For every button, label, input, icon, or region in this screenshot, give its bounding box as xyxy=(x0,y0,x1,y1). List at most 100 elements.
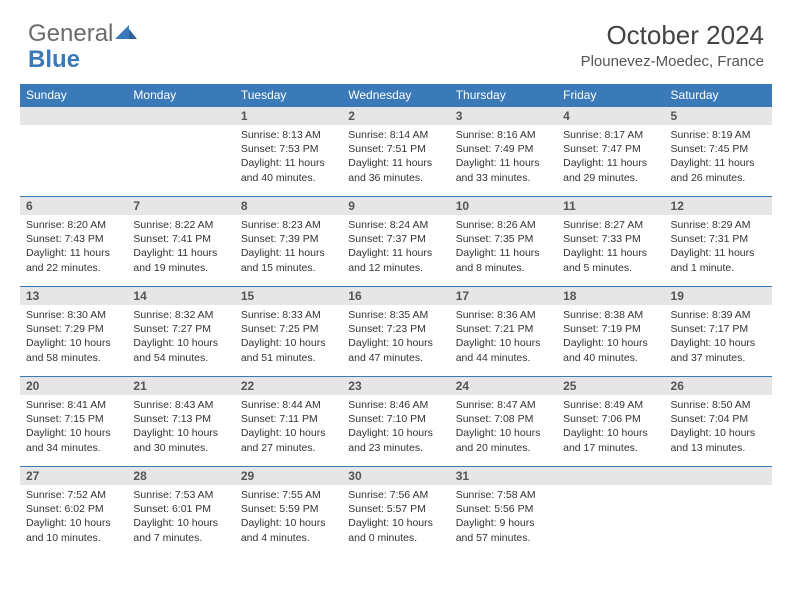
calendar-cell: 5Sunrise: 8:19 AMSunset: 7:45 PMDaylight… xyxy=(665,107,772,197)
day-info: Sunrise: 8:41 AMSunset: 7:15 PMDaylight:… xyxy=(20,395,127,459)
weekday-header: Wednesday xyxy=(342,84,449,107)
day-number: 10 xyxy=(450,197,557,215)
day-number: 4 xyxy=(557,107,664,125)
day-number: 29 xyxy=(235,467,342,485)
day-number-empty xyxy=(665,467,772,485)
calendar-cell: 25Sunrise: 8:49 AMSunset: 7:06 PMDayligh… xyxy=(557,377,664,467)
day-number: 5 xyxy=(665,107,772,125)
day-number: 8 xyxy=(235,197,342,215)
day-number: 19 xyxy=(665,287,772,305)
day-info: Sunrise: 8:13 AMSunset: 7:53 PMDaylight:… xyxy=(235,125,342,189)
day-info: Sunrise: 8:38 AMSunset: 7:19 PMDaylight:… xyxy=(557,305,664,369)
month-title: October 2024 xyxy=(581,20,764,51)
calendar-body: 1Sunrise: 8:13 AMSunset: 7:53 PMDaylight… xyxy=(20,107,772,557)
day-info: Sunrise: 8:23 AMSunset: 7:39 PMDaylight:… xyxy=(235,215,342,279)
day-info: Sunrise: 8:46 AMSunset: 7:10 PMDaylight:… xyxy=(342,395,449,459)
calendar-cell: 19Sunrise: 8:39 AMSunset: 7:17 PMDayligh… xyxy=(665,287,772,377)
day-number: 28 xyxy=(127,467,234,485)
day-number-empty xyxy=(127,107,234,125)
day-number: 22 xyxy=(235,377,342,395)
day-number: 17 xyxy=(450,287,557,305)
calendar-cell: 9Sunrise: 8:24 AMSunset: 7:37 PMDaylight… xyxy=(342,197,449,287)
day-info: Sunrise: 7:58 AMSunset: 5:56 PMDaylight:… xyxy=(450,485,557,549)
day-info: Sunrise: 8:32 AMSunset: 7:27 PMDaylight:… xyxy=(127,305,234,369)
calendar-cell: 28Sunrise: 7:53 AMSunset: 6:01 PMDayligh… xyxy=(127,467,234,557)
day-number: 20 xyxy=(20,377,127,395)
day-info: Sunrise: 8:43 AMSunset: 7:13 PMDaylight:… xyxy=(127,395,234,459)
logo: General xyxy=(28,20,137,48)
day-number-empty xyxy=(20,107,127,125)
logo-text-general: General xyxy=(28,20,113,48)
calendar-cell xyxy=(557,467,664,557)
day-info: Sunrise: 7:56 AMSunset: 5:57 PMDaylight:… xyxy=(342,485,449,549)
calendar-cell: 6Sunrise: 8:20 AMSunset: 7:43 PMDaylight… xyxy=(20,197,127,287)
calendar-cell: 14Sunrise: 8:32 AMSunset: 7:27 PMDayligh… xyxy=(127,287,234,377)
day-info: Sunrise: 8:27 AMSunset: 7:33 PMDaylight:… xyxy=(557,215,664,279)
day-info: Sunrise: 8:20 AMSunset: 7:43 PMDaylight:… xyxy=(20,215,127,279)
day-info: Sunrise: 8:49 AMSunset: 7:06 PMDaylight:… xyxy=(557,395,664,459)
day-number: 27 xyxy=(20,467,127,485)
day-number: 30 xyxy=(342,467,449,485)
day-info: Sunrise: 8:33 AMSunset: 7:25 PMDaylight:… xyxy=(235,305,342,369)
weekday-header: Friday xyxy=(557,84,664,107)
day-info: Sunrise: 7:55 AMSunset: 5:59 PMDaylight:… xyxy=(235,485,342,549)
day-number: 11 xyxy=(557,197,664,215)
calendar-cell: 1Sunrise: 8:13 AMSunset: 7:53 PMDaylight… xyxy=(235,107,342,197)
day-info: Sunrise: 8:24 AMSunset: 7:37 PMDaylight:… xyxy=(342,215,449,279)
calendar-cell: 23Sunrise: 8:46 AMSunset: 7:10 PMDayligh… xyxy=(342,377,449,467)
day-info: Sunrise: 8:39 AMSunset: 7:17 PMDaylight:… xyxy=(665,305,772,369)
day-number: 1 xyxy=(235,107,342,125)
calendar-cell: 4Sunrise: 8:17 AMSunset: 7:47 PMDaylight… xyxy=(557,107,664,197)
calendar-cell: 7Sunrise: 8:22 AMSunset: 7:41 PMDaylight… xyxy=(127,197,234,287)
calendar-cell: 31Sunrise: 7:58 AMSunset: 5:56 PMDayligh… xyxy=(450,467,557,557)
calendar-cell: 29Sunrise: 7:55 AMSunset: 5:59 PMDayligh… xyxy=(235,467,342,557)
day-number: 14 xyxy=(127,287,234,305)
day-info: Sunrise: 8:35 AMSunset: 7:23 PMDaylight:… xyxy=(342,305,449,369)
weekday-header: Monday xyxy=(127,84,234,107)
logo-text-blue: Blue xyxy=(28,46,80,74)
calendar-cell: 10Sunrise: 8:26 AMSunset: 7:35 PMDayligh… xyxy=(450,197,557,287)
weekday-header: Sunday xyxy=(20,84,127,107)
day-number: 21 xyxy=(127,377,234,395)
day-info: Sunrise: 8:22 AMSunset: 7:41 PMDaylight:… xyxy=(127,215,234,279)
calendar-cell: 30Sunrise: 7:56 AMSunset: 5:57 PMDayligh… xyxy=(342,467,449,557)
day-number: 12 xyxy=(665,197,772,215)
day-number: 24 xyxy=(450,377,557,395)
day-info: Sunrise: 8:44 AMSunset: 7:11 PMDaylight:… xyxy=(235,395,342,459)
calendar-cell: 3Sunrise: 8:16 AMSunset: 7:49 PMDaylight… xyxy=(450,107,557,197)
calendar-cell: 27Sunrise: 7:52 AMSunset: 6:02 PMDayligh… xyxy=(20,467,127,557)
location: Plounevez-Moedec, France xyxy=(581,53,764,70)
day-number-empty xyxy=(557,467,664,485)
calendar-cell: 2Sunrise: 8:14 AMSunset: 7:51 PMDaylight… xyxy=(342,107,449,197)
calendar-cell: 11Sunrise: 8:27 AMSunset: 7:33 PMDayligh… xyxy=(557,197,664,287)
day-number: 3 xyxy=(450,107,557,125)
header: General October 2024 Plounevez-Moedec, F… xyxy=(0,0,792,78)
day-info: Sunrise: 8:19 AMSunset: 7:45 PMDaylight:… xyxy=(665,125,772,189)
day-number: 26 xyxy=(665,377,772,395)
day-number: 2 xyxy=(342,107,449,125)
day-number: 13 xyxy=(20,287,127,305)
weekday-header: Tuesday xyxy=(235,84,342,107)
calendar-cell xyxy=(665,467,772,557)
calendar-cell: 12Sunrise: 8:29 AMSunset: 7:31 PMDayligh… xyxy=(665,197,772,287)
day-number: 31 xyxy=(450,467,557,485)
calendar-cell: 17Sunrise: 8:36 AMSunset: 7:21 PMDayligh… xyxy=(450,287,557,377)
day-number: 16 xyxy=(342,287,449,305)
day-info: Sunrise: 8:50 AMSunset: 7:04 PMDaylight:… xyxy=(665,395,772,459)
logo-triangle-icon xyxy=(115,18,137,46)
calendar-header-row: SundayMondayTuesdayWednesdayThursdayFrid… xyxy=(20,84,772,107)
day-number: 9 xyxy=(342,197,449,215)
calendar-cell: 20Sunrise: 8:41 AMSunset: 7:15 PMDayligh… xyxy=(20,377,127,467)
calendar-cell: 8Sunrise: 8:23 AMSunset: 7:39 PMDaylight… xyxy=(235,197,342,287)
day-info: Sunrise: 8:17 AMSunset: 7:47 PMDaylight:… xyxy=(557,125,664,189)
calendar-cell: 16Sunrise: 8:35 AMSunset: 7:23 PMDayligh… xyxy=(342,287,449,377)
day-info: Sunrise: 8:47 AMSunset: 7:08 PMDaylight:… xyxy=(450,395,557,459)
day-number: 15 xyxy=(235,287,342,305)
calendar-cell: 13Sunrise: 8:30 AMSunset: 7:29 PMDayligh… xyxy=(20,287,127,377)
day-number: 18 xyxy=(557,287,664,305)
calendar-cell: 18Sunrise: 8:38 AMSunset: 7:19 PMDayligh… xyxy=(557,287,664,377)
day-number: 6 xyxy=(20,197,127,215)
calendar-cell: 24Sunrise: 8:47 AMSunset: 7:08 PMDayligh… xyxy=(450,377,557,467)
calendar-cell: 26Sunrise: 8:50 AMSunset: 7:04 PMDayligh… xyxy=(665,377,772,467)
calendar-cell: 21Sunrise: 8:43 AMSunset: 7:13 PMDayligh… xyxy=(127,377,234,467)
